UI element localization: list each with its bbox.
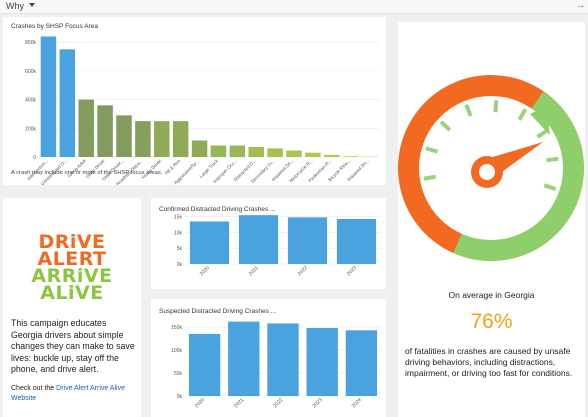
confirmed-card: Confirmed Distracted Driving Crashes ...… <box>151 198 386 289</box>
gauge-tick <box>517 108 528 121</box>
drive-alert-website-link[interactable]: Drive Alert Arrive Alive Website <box>11 385 125 402</box>
bar[interactable] <box>172 121 189 157</box>
y-tick-label: 600k <box>25 69 36 75</box>
campaign-link-line: Check out the Drive Alert Arrive Alive W… <box>11 384 136 403</box>
bar[interactable] <box>191 140 208 157</box>
y-tick-label: 10k <box>174 230 183 236</box>
y-tick-label: 15k <box>174 215 183 221</box>
logo-word-arrive: ARRiVE <box>31 265 113 287</box>
x-tick-label: 2021 <box>233 397 245 409</box>
y-tick-label: 0k <box>177 262 183 268</box>
gauge-percent: 76% <box>470 310 513 333</box>
x-tick-label: 2023 <box>312 397 324 409</box>
gauge-tick <box>464 103 473 117</box>
x-tick-label: 2020 <box>194 397 206 409</box>
gauge-card <box>398 22 585 417</box>
gauge-tick <box>546 156 559 163</box>
y-tick-label: 0 <box>33 155 36 161</box>
focus-area-card: Crashes by SHSP Focus Area 0 200k 400k 600k… <box>3 17 386 185</box>
gauge-arrow-head <box>530 106 550 135</box>
bar[interactable] <box>306 328 338 396</box>
gauge-tick <box>543 183 557 191</box>
campaign-link-prefix: Check out the <box>11 385 57 392</box>
suspected-bar-chart: 0k 50k 100k 150k 2020 2021 2022 2023 2024 <box>171 321 381 409</box>
y-tick-label: 400k <box>25 98 36 104</box>
gauge-tick <box>423 174 437 181</box>
gauge-tick <box>493 100 499 113</box>
x-tick-label: 2022 <box>272 397 284 409</box>
logo-word-alive: ALiVE <box>40 282 104 304</box>
bar[interactable] <box>287 217 328 264</box>
top-toolbar: Why → <box>0 0 588 14</box>
bar[interactable] <box>345 330 378 396</box>
arrow-right-icon[interactable]: → <box>576 0 585 10</box>
x-tick-label: Hit & Run <box>164 158 182 176</box>
suspected-card: Suspected Distracted Driving Crashes ...… <box>151 299 386 417</box>
bar[interactable] <box>336 218 377 264</box>
x-tick-label: 2022 <box>297 265 309 277</box>
bar[interactable] <box>188 333 221 396</box>
bar[interactable] <box>267 148 283 157</box>
gauge-tick <box>439 120 452 132</box>
gauge-tick <box>425 146 438 154</box>
y-tick-label: 800k <box>25 40 36 46</box>
gauge-description: of fatalities in crashes are caused by u… <box>405 346 573 379</box>
bar[interactable] <box>116 115 132 157</box>
speedometer-gauge-icon <box>398 75 584 261</box>
bar[interactable] <box>267 323 299 396</box>
focus-area-bar-chart: 0200k400k600k800kIntersection...Unrestra… <box>25 36 379 185</box>
chevron-down-icon[interactable] <box>29 3 35 7</box>
focus-area-footnote: A crash may include one or more of the S… <box>11 170 163 176</box>
bar[interactable] <box>135 121 151 157</box>
y-tick-label: 200k <box>25 126 36 132</box>
bar[interactable] <box>40 36 57 157</box>
x-tick-label: 2020 <box>199 265 211 277</box>
bar[interactable] <box>59 49 76 158</box>
focus-area-title: Crashes by SHSP Focus Area <box>11 23 98 30</box>
logo-word-drive: DRiVE <box>38 231 106 253</box>
y-tick-label: 50k <box>174 371 183 377</box>
bar[interactable] <box>210 145 227 157</box>
logo-word-alert: ALERT <box>37 248 107 270</box>
filter-selector[interactable]: Why <box>6 1 24 11</box>
confirmed-title: Confirmed Distracted Driving Crashes ... <box>159 206 276 213</box>
bar[interactable] <box>97 105 113 157</box>
bar[interactable] <box>189 221 230 264</box>
gauge-tick <box>536 128 549 139</box>
y-tick-label: 150k <box>171 325 182 331</box>
bar[interactable] <box>324 154 340 157</box>
bar[interactable] <box>228 321 260 396</box>
bar[interactable] <box>248 146 264 157</box>
bar[interactable] <box>286 150 302 157</box>
suspected-title: Suspected Distracted Driving Crashes ... <box>159 308 277 315</box>
bar[interactable] <box>78 99 94 157</box>
y-tick-label: 5k <box>177 246 183 252</box>
y-tick-label: 0k <box>177 394 183 400</box>
bar[interactable] <box>342 156 359 157</box>
gauge-caption: On average in Georgia <box>448 290 535 300</box>
gauge-ticks <box>423 100 559 191</box>
campaign-card: DRiVE ALERT ARRiVE ALiVE <box>3 198 141 417</box>
gauge-hub-inner <box>479 164 495 180</box>
confirmed-bar-chart: 0k 5k 10k 15k 2020 2021 2022 2023 <box>174 215 381 277</box>
bar[interactable] <box>238 215 279 264</box>
x-tick-label: 2024 <box>351 397 363 409</box>
bar[interactable] <box>154 121 170 157</box>
x-tick-label: 2021 <box>248 265 260 277</box>
bar[interactable] <box>229 145 246 157</box>
y-tick-label: 100k <box>171 348 182 354</box>
x-tick-label: 2023 <box>346 265 358 277</box>
bar[interactable] <box>305 152 321 157</box>
campaign-text: This campaign educates Georgia drivers a… <box>11 318 135 375</box>
